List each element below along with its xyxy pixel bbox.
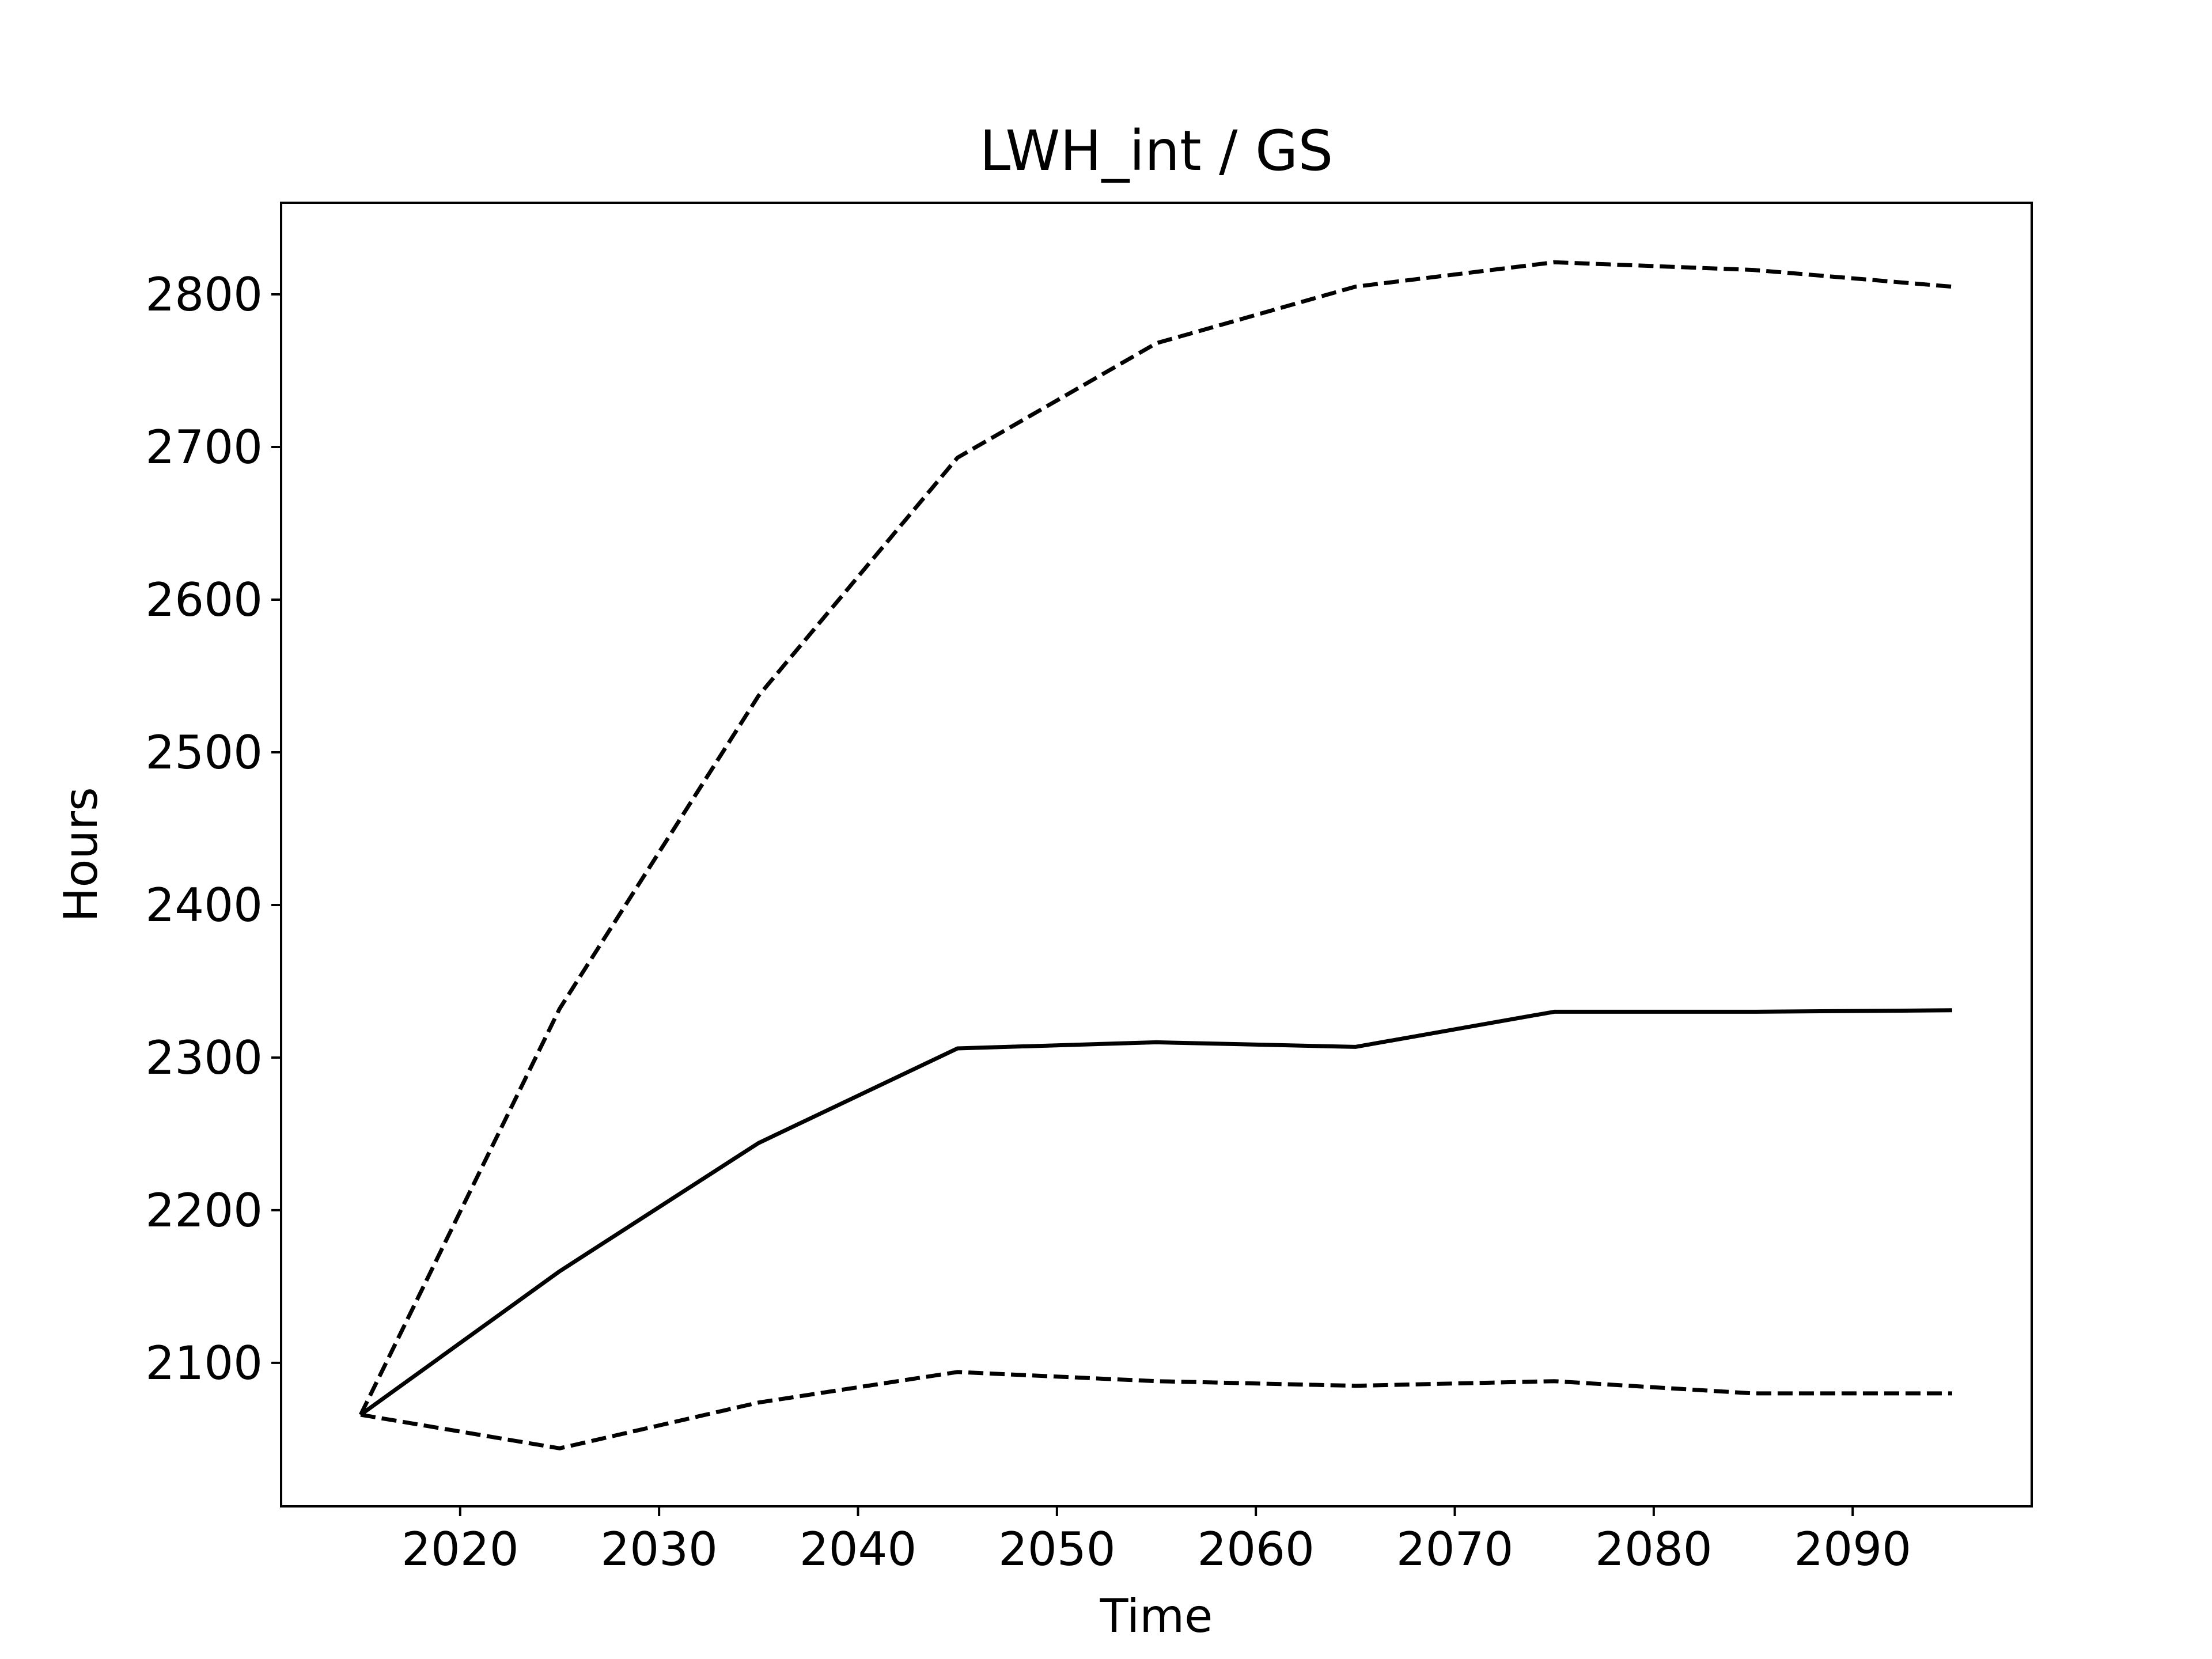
chart-title: LWH_int / GS xyxy=(980,119,1334,183)
y-tick-label: 2800 xyxy=(145,268,263,321)
series-line-3 xyxy=(360,1370,1952,1450)
x-tick-label: 2040 xyxy=(800,1522,917,1576)
series-layer xyxy=(358,260,1953,1450)
y-tick-label: 2400 xyxy=(145,878,263,932)
y-tick-label: 2200 xyxy=(145,1184,263,1237)
x-tick-label: 2060 xyxy=(1197,1522,1315,1576)
y-axis-label: Hours xyxy=(54,787,108,922)
x-axis-label: Time xyxy=(1100,1589,1213,1643)
x-tick-label: 2070 xyxy=(1396,1522,1514,1576)
y-axis: 2100 2200 2300 2400 2500 2600 2700 2800 xyxy=(145,268,281,1390)
series-line-2 xyxy=(358,260,1953,1416)
plot-frame xyxy=(280,202,2033,1508)
x-tick-label: 2050 xyxy=(998,1522,1116,1576)
plot-area xyxy=(281,203,2032,1506)
x-tick-label: 2090 xyxy=(1794,1522,1911,1576)
y-tick-label: 2100 xyxy=(145,1336,263,1390)
x-tick-label: 2020 xyxy=(402,1522,519,1576)
x-tick-label: 2080 xyxy=(1595,1522,1713,1576)
x-tick-label: 2030 xyxy=(600,1522,718,1576)
y-tick-label: 2500 xyxy=(145,726,263,779)
x-axis: 2020 2030 2040 2050 2060 2070 2080 2090 xyxy=(402,1506,1911,1576)
y-tick-label: 2300 xyxy=(145,1031,263,1085)
y-tick-label: 2600 xyxy=(145,573,263,627)
series-line-1 xyxy=(359,1008,1952,1416)
y-tick-label: 2700 xyxy=(145,421,263,474)
